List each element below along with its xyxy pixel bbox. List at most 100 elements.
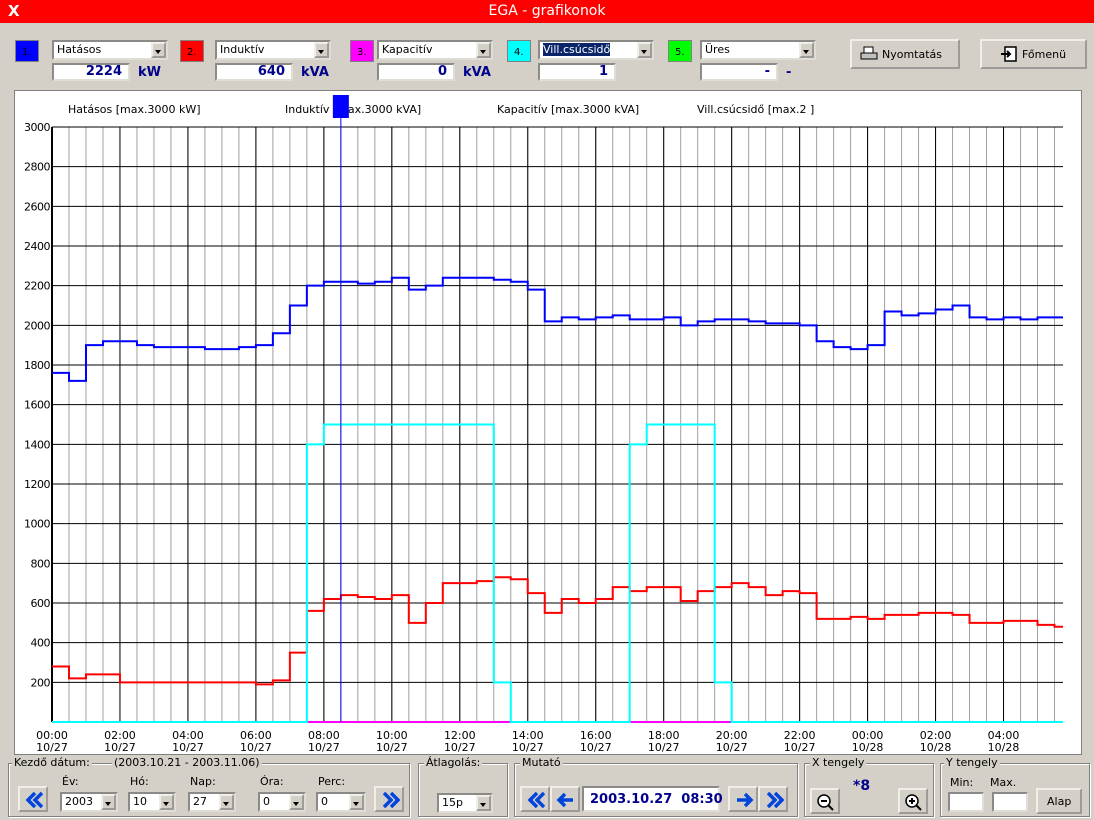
nav-button[interactable]: [550, 786, 580, 812]
select-value: Vill.csúcsidő: [543, 43, 611, 56]
field-select[interactable]: 27: [188, 792, 236, 812]
channel-color: 1.: [15, 40, 39, 62]
dropdown-arrow[interactable]: [314, 42, 329, 58]
arrow-icon: [353, 802, 359, 806]
group: [804, 763, 934, 817]
dropdown-arrow[interactable]: [799, 42, 814, 58]
print-label: Nyomtatás: [882, 48, 943, 61]
exit-icon: [1001, 46, 1017, 62]
title-bar: X EGA - grafikonok: [0, 0, 1094, 23]
field-label: Perc:: [318, 775, 346, 788]
chart-frame: [14, 90, 1082, 755]
x-tick-label: 14:00: [512, 729, 544, 742]
menu-label: Főmenü: [1022, 48, 1067, 61]
select-value: Hatásos: [57, 43, 102, 56]
y-tick-label: 2000: [24, 319, 50, 332]
arrow-icon: [293, 802, 299, 806]
nav-button[interactable]: [810, 788, 840, 814]
channel-select[interactable]: Hatásos: [52, 40, 168, 60]
select-value: 0: [321, 795, 328, 808]
icon: [766, 791, 785, 809]
channel-select[interactable]: Kapacitív: [377, 40, 493, 60]
x-tick-label: 10:00: [376, 729, 408, 742]
menu-button[interactable]: Főmenü: [980, 39, 1087, 69]
field-select[interactable]: 0: [316, 792, 366, 812]
x-tick-date: 10/27: [376, 741, 408, 754]
x-tick-date: 10/27: [240, 741, 272, 754]
channel-select[interactable]: Induktív: [215, 40, 331, 60]
dropdown-arrow[interactable]: [289, 794, 304, 810]
icon: [817, 794, 834, 811]
max-input[interactable]: [992, 792, 1028, 812]
x-tick-label: 16:00: [580, 729, 612, 742]
arrow-icon: [155, 50, 161, 54]
y-tick-label: 1200: [24, 478, 50, 491]
nav-button[interactable]: [18, 786, 48, 812]
field-select[interactable]: 2003: [60, 792, 118, 812]
dropdown-arrow[interactable]: [151, 42, 166, 58]
y-tick-label: 3000: [24, 121, 50, 134]
icon: [382, 791, 401, 809]
y-tick-label: 800: [31, 557, 51, 570]
x-tick-label: 12:00: [444, 729, 476, 742]
reset-button[interactable]: Alap: [1036, 788, 1082, 814]
nav-button[interactable]: [728, 786, 758, 812]
y-tick-label: 2800: [24, 161, 50, 174]
icon: [25, 791, 44, 809]
channel-unit: kW: [138, 65, 161, 80]
channel-value: -: [700, 63, 778, 81]
group: [514, 763, 798, 817]
nav-button[interactable]: [374, 786, 404, 812]
x-tick-date: 10/27: [444, 741, 476, 754]
nav-button[interactable]: [758, 786, 788, 812]
dropdown-arrow[interactable]: [101, 794, 116, 810]
x-tick-label: 02:00: [104, 729, 136, 742]
field-select[interactable]: 0: [258, 792, 306, 812]
select-value: Kapacitív: [382, 43, 433, 56]
nav-button[interactable]: [520, 786, 550, 812]
y-tick-label: 600: [31, 597, 51, 610]
legend-entry: Kapacitív [max.3000 kVA]: [497, 103, 639, 116]
nav-button[interactable]: [898, 788, 928, 814]
min-input[interactable]: [948, 792, 984, 812]
x-tick-label: 22:00: [784, 729, 816, 742]
channel-select[interactable]: Vill.csúcsidő: [538, 40, 654, 60]
legend-entry: Hatásos [max.3000 kW]: [68, 103, 201, 116]
x-tick-date: 10/27: [648, 741, 680, 754]
icon: [527, 791, 546, 809]
x-tick-label: 04:00: [988, 729, 1020, 742]
dropdown-arrow[interactable]: [476, 42, 491, 58]
dropdown-arrow[interactable]: [476, 795, 491, 811]
channel-value: 0: [377, 63, 455, 81]
x-tick-date: 10/27: [512, 741, 544, 754]
dropdown-arrow[interactable]: [159, 794, 174, 810]
y-tick-label: 1600: [24, 399, 50, 412]
channel-unit: kVA: [463, 65, 491, 80]
print-button[interactable]: Nyomtatás: [850, 39, 960, 69]
select-value: 0: [263, 795, 270, 808]
dropdown-arrow[interactable]: [637, 42, 652, 58]
close-button[interactable]: X: [8, 2, 20, 20]
x-tick-date: 10/27: [784, 741, 816, 754]
dropdown-arrow[interactable]: [219, 794, 234, 810]
arrow-icon: [318, 50, 324, 54]
channel-unit: -: [786, 65, 792, 80]
icon: [556, 792, 573, 808]
channel-color: 5.: [668, 40, 692, 62]
y-tick-label: 2400: [24, 240, 50, 253]
icon: [737, 792, 754, 808]
channel-color: 3.: [350, 40, 374, 62]
x-tick-label: 00:00: [36, 729, 68, 742]
series-line: [52, 423, 1063, 723]
field-select[interactable]: 10: [128, 792, 176, 812]
dropdown-arrow[interactable]: [349, 794, 364, 810]
averaging-select[interactable]: 15p: [437, 793, 493, 813]
y-tick-label: 1800: [24, 359, 50, 372]
legend-entry: Induktív [max.3000 kVA]: [285, 103, 421, 116]
select-value: 2003: [65, 795, 93, 808]
y-tick-label: 2200: [24, 280, 50, 293]
field-label: Hó:: [130, 775, 149, 788]
channel-select[interactable]: Üres: [700, 40, 816, 60]
arrow-icon: [641, 50, 647, 54]
